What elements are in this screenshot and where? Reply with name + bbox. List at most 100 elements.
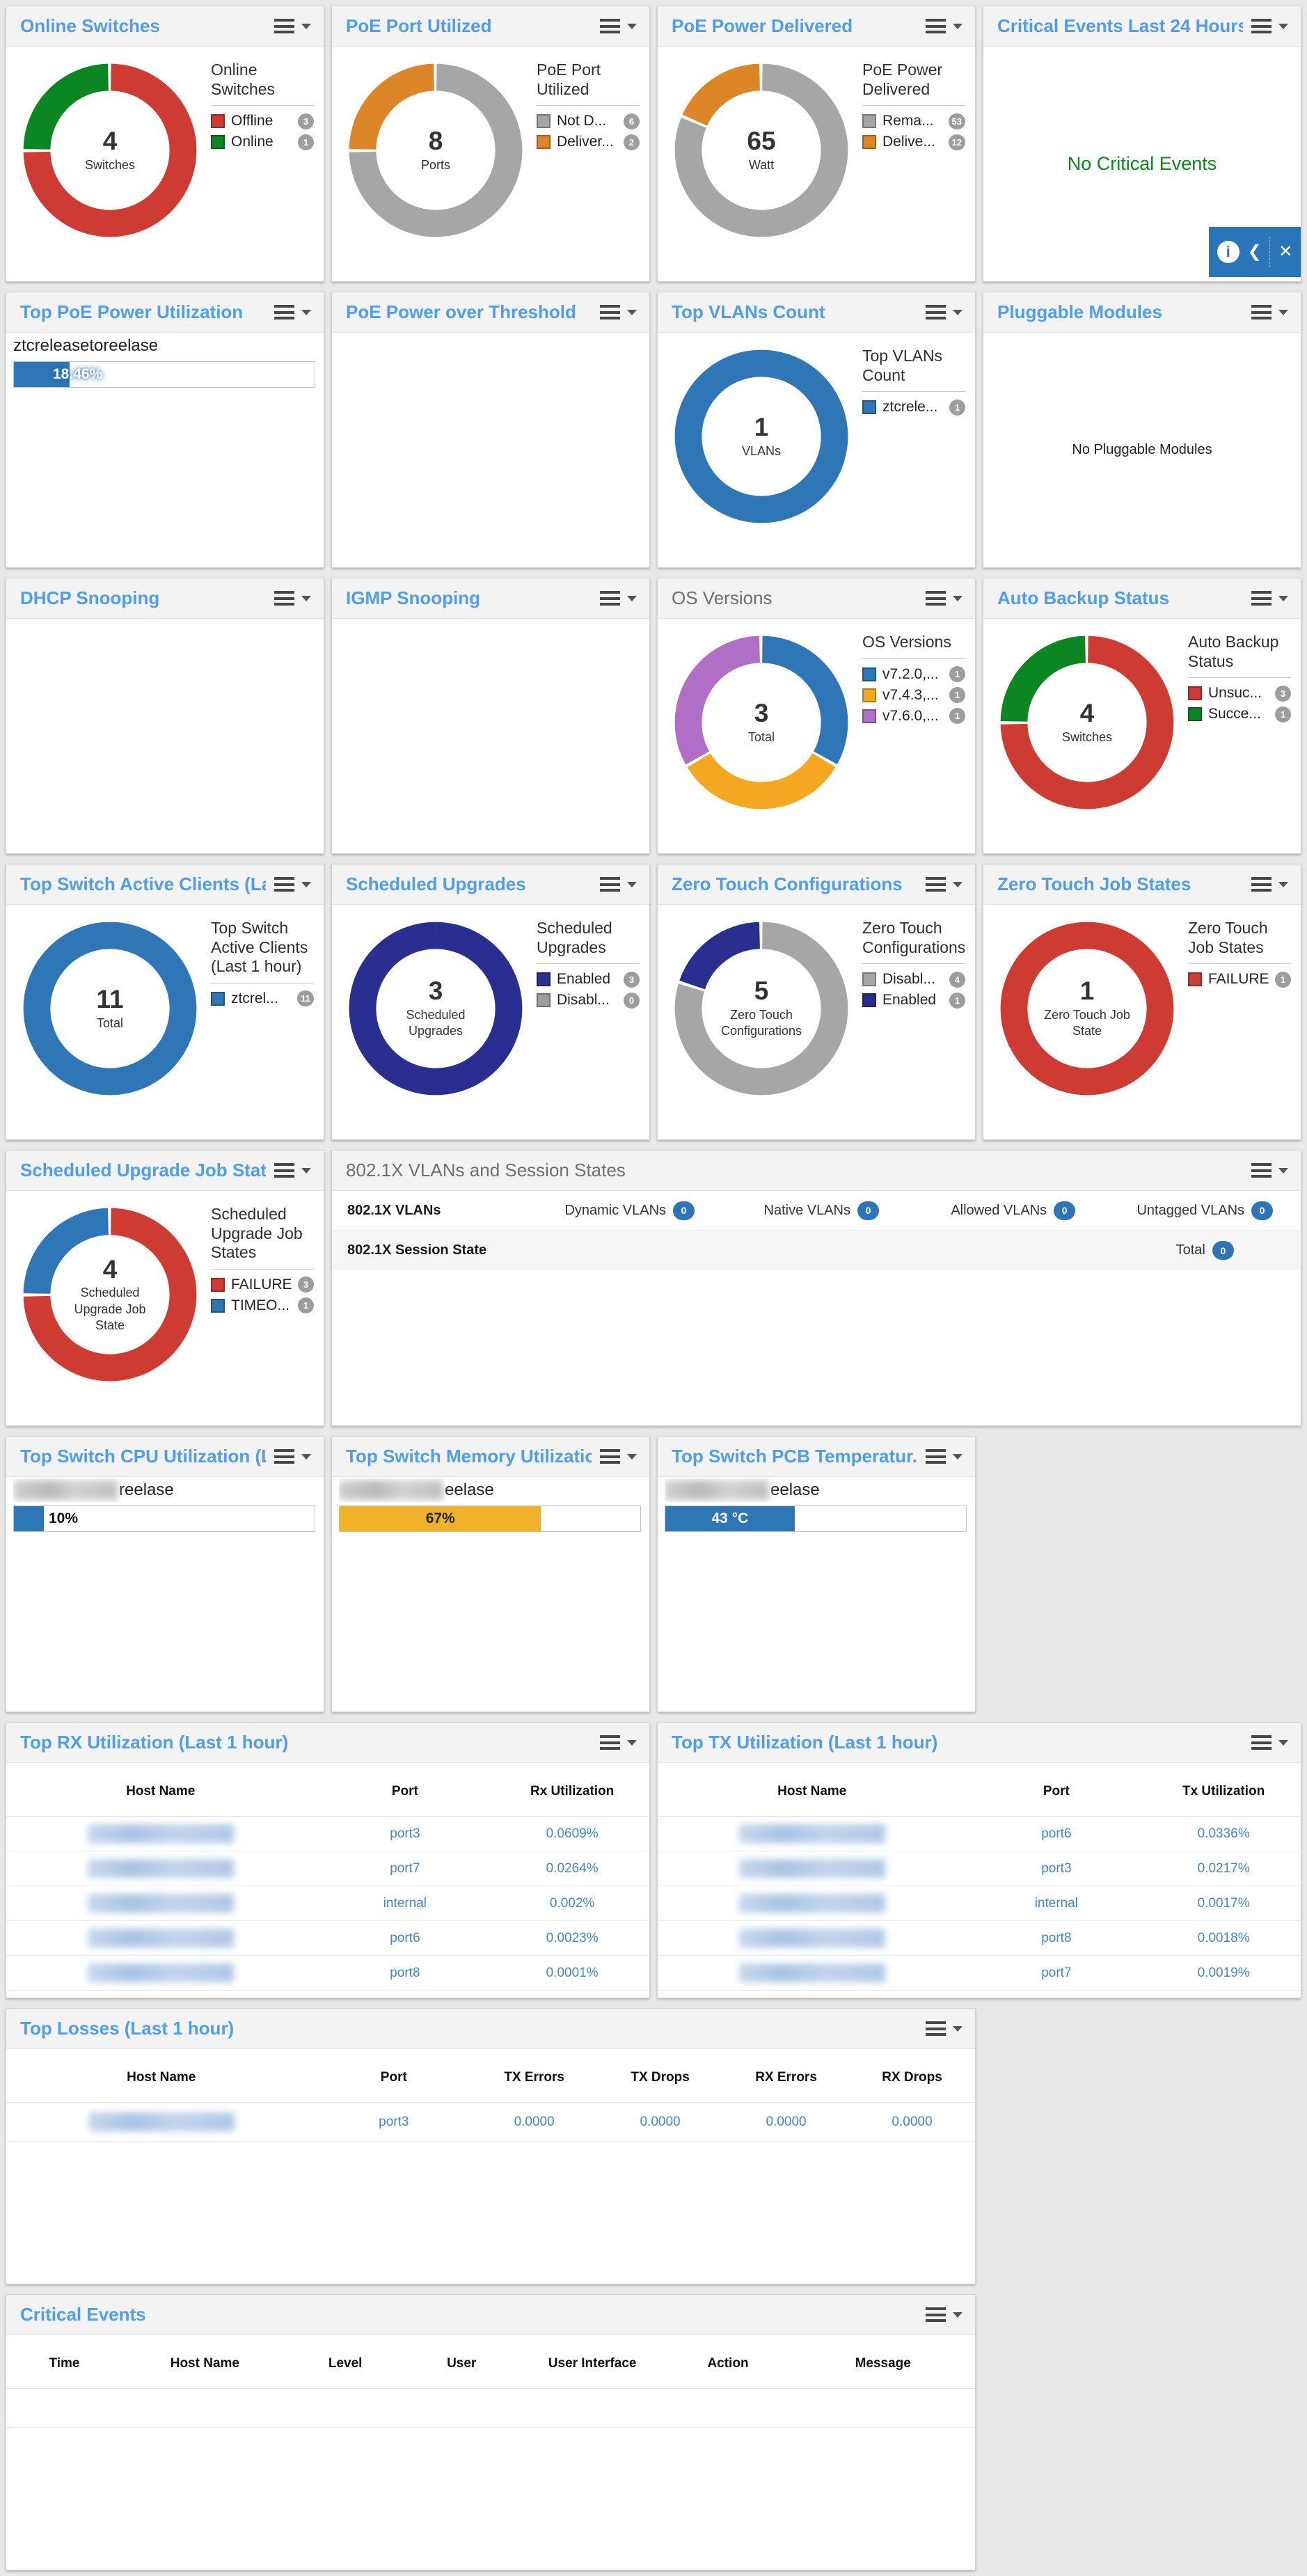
panel-title[interactable]: Zero Touch Job States [997,874,1191,894]
panel-title[interactable]: Top VLANs Count [672,301,825,322]
legend-item[interactable]: v7.2.0,... 1 [862,666,965,683]
panel-menu-button[interactable] [926,877,963,892]
panel-menu-button[interactable] [274,877,311,892]
info-icon[interactable]: i [1217,241,1239,263]
panel-title[interactable]: Top Losses (Last 1 hour) [20,2018,235,2039]
chevron-down-icon [953,881,963,887]
column-header: TX Errors [504,2070,564,2085]
legend-item[interactable]: Offline 3 [211,113,314,129]
table-cell-link[interactable]: port3 [379,2114,409,2129]
table-cell-link[interactable]: 0.0000 [640,2114,681,2129]
table-cell-link[interactable]: port7 [1041,1965,1072,1980]
panel-title[interactable]: PoE Power Delivered [672,15,853,36]
panel-title[interactable]: Top RX Utilization (Last 1 hour) [20,1732,289,1753]
legend-item[interactable]: v7.4.3,... 1 [862,687,965,704]
panel-menu-button[interactable] [926,591,963,606]
panel-menu-button[interactable] [274,1449,311,1464]
panel-title[interactable]: IGMP Snooping [346,587,481,608]
panel-menu-button[interactable] [274,591,311,606]
table-cell-link[interactable]: port3 [1041,1860,1072,1876]
panel-menu-button[interactable] [1251,19,1288,33]
table-cell-link[interactable]: 0.0000 [766,2114,807,2129]
panel-menu-button[interactable] [1251,305,1288,319]
legend-item[interactable]: Enabled 1 [862,992,965,1009]
chevron-left-icon[interactable]: ❮ [1247,242,1262,261]
legend-count-badge: 1 [949,666,965,683]
table-cell-link[interactable]: 0.0217% [1197,1860,1250,1876]
table-cell-link[interactable]: 0.0000 [892,2114,933,2129]
table-cell-link[interactable]: 0.0609% [546,1826,599,1841]
legend-item[interactable]: ztcrele... 1 [862,399,965,416]
panel-menu-button[interactable] [600,1735,637,1750]
legend-item[interactable]: Deliver... 2 [537,134,640,150]
panel-title[interactable]: PoE Power over Threshold [346,301,576,322]
panel-menu-button[interactable] [926,2021,963,2036]
table-cell-link[interactable]: port6 [390,1930,420,1945]
panel-menu-button[interactable] [1251,591,1288,606]
legend-item[interactable]: Succe... 1 [1188,706,1291,722]
panel-menu-button[interactable] [600,305,637,319]
legend-item[interactable]: Online 1 [211,134,314,150]
panel-menu-button[interactable] [600,1449,637,1464]
panel-menu-button[interactable] [926,19,963,33]
table-cell-link[interactable]: port6 [1041,1826,1072,1841]
table-cell-link[interactable]: 0.002% [549,1895,595,1911]
panel-title[interactable]: Scheduled Upgrades [346,874,526,894]
panel-title[interactable]: Top Switch Memory Utilizatio... [346,1446,592,1467]
table-cell-link[interactable]: port8 [1041,1930,1072,1945]
panel-menu-button[interactable] [1251,1163,1288,1178]
legend-item[interactable]: Rema... 53 [862,113,965,129]
panel-title[interactable]: Auto Backup Status [997,587,1170,608]
panel-title[interactable]: Critical Events Last 24 Hours [997,15,1243,36]
panel-menu-button[interactable] [274,305,311,319]
table-cell-link[interactable]: port8 [390,1965,420,1980]
table-cell-link[interactable]: 0.0018% [1197,1930,1250,1945]
panel-title[interactable]: DHCP Snooping [20,587,160,608]
panel-title[interactable]: Scheduled Upgrade Job Stat... [20,1160,266,1180]
legend-swatch [537,993,550,1008]
panel-menu-button[interactable] [926,2307,963,2322]
table-cell-link[interactable]: 0.0017% [1197,1895,1250,1911]
table-cell-link[interactable]: internal [1034,1895,1079,1911]
panel-title[interactable]: Zero Touch Configurations [672,874,903,894]
table-cell-link[interactable]: 0.0023% [546,1930,599,1945]
panel-menu-button[interactable] [600,591,637,606]
panel-title[interactable]: Top Switch CPU Utilization (L... [20,1446,266,1467]
panel-title[interactable]: Critical Events [20,2304,146,2325]
table-cell-link[interactable]: 0.0001% [546,1965,599,1980]
table-cell-link[interactable]: port3 [390,1826,420,1841]
panel-menu-button[interactable] [926,305,963,319]
panel-menu-button[interactable] [600,19,637,33]
close-icon[interactable]: ✕ [1278,242,1293,261]
legend-item[interactable]: Disabl... 0 [537,992,640,1009]
legend-item[interactable]: ztcrel... 11 [211,990,314,1007]
panel-title[interactable]: Online Switches [20,15,160,36]
table-cell-link[interactable]: 0.0336% [1197,1826,1250,1841]
panel-menu-button[interactable] [274,19,311,33]
panel-menu-button[interactable] [1251,1735,1288,1750]
legend-item[interactable]: Delive... 12 [862,134,965,150]
table-cell-link[interactable]: 0.0000 [514,2114,555,2129]
legend-item[interactable]: FAILURE 1 [1188,971,1291,988]
panel-title[interactable]: Top Switch Active Clients (La... [20,874,266,894]
panel-menu-button[interactable] [1251,877,1288,892]
legend-item[interactable]: Disabl... 4 [862,971,965,988]
legend-item[interactable]: Unsuc... 3 [1188,685,1291,702]
panel-title[interactable]: Top PoE Power Utilization [20,301,244,322]
table-cell-link[interactable]: port7 [390,1860,420,1876]
table-cell-link[interactable]: internal [383,1895,427,1911]
panel-title[interactable]: Pluggable Modules [997,301,1162,322]
panel-title[interactable]: Top TX Utilization (Last 1 hour) [672,1732,938,1753]
legend-item[interactable]: Enabled 3 [537,971,640,988]
legend-item[interactable]: Not D... 6 [537,113,640,129]
legend-item[interactable]: v7.6.0,... 1 [862,708,965,725]
legend-item[interactable]: TIMEO... 1 [211,1297,314,1314]
panel-title[interactable]: Top Switch PCB Temperatur... [672,1446,917,1467]
table-cell-link[interactable]: 0.0019% [1197,1965,1250,1980]
panel-menu-button[interactable] [926,1449,963,1464]
legend-item[interactable]: FAILURE 3 [211,1277,314,1293]
panel-title[interactable]: PoE Port Utilized [346,15,492,36]
table-cell-link[interactable]: 0.0264% [546,1860,599,1876]
panel-menu-button[interactable] [274,1163,311,1178]
panel-menu-button[interactable] [600,877,637,892]
